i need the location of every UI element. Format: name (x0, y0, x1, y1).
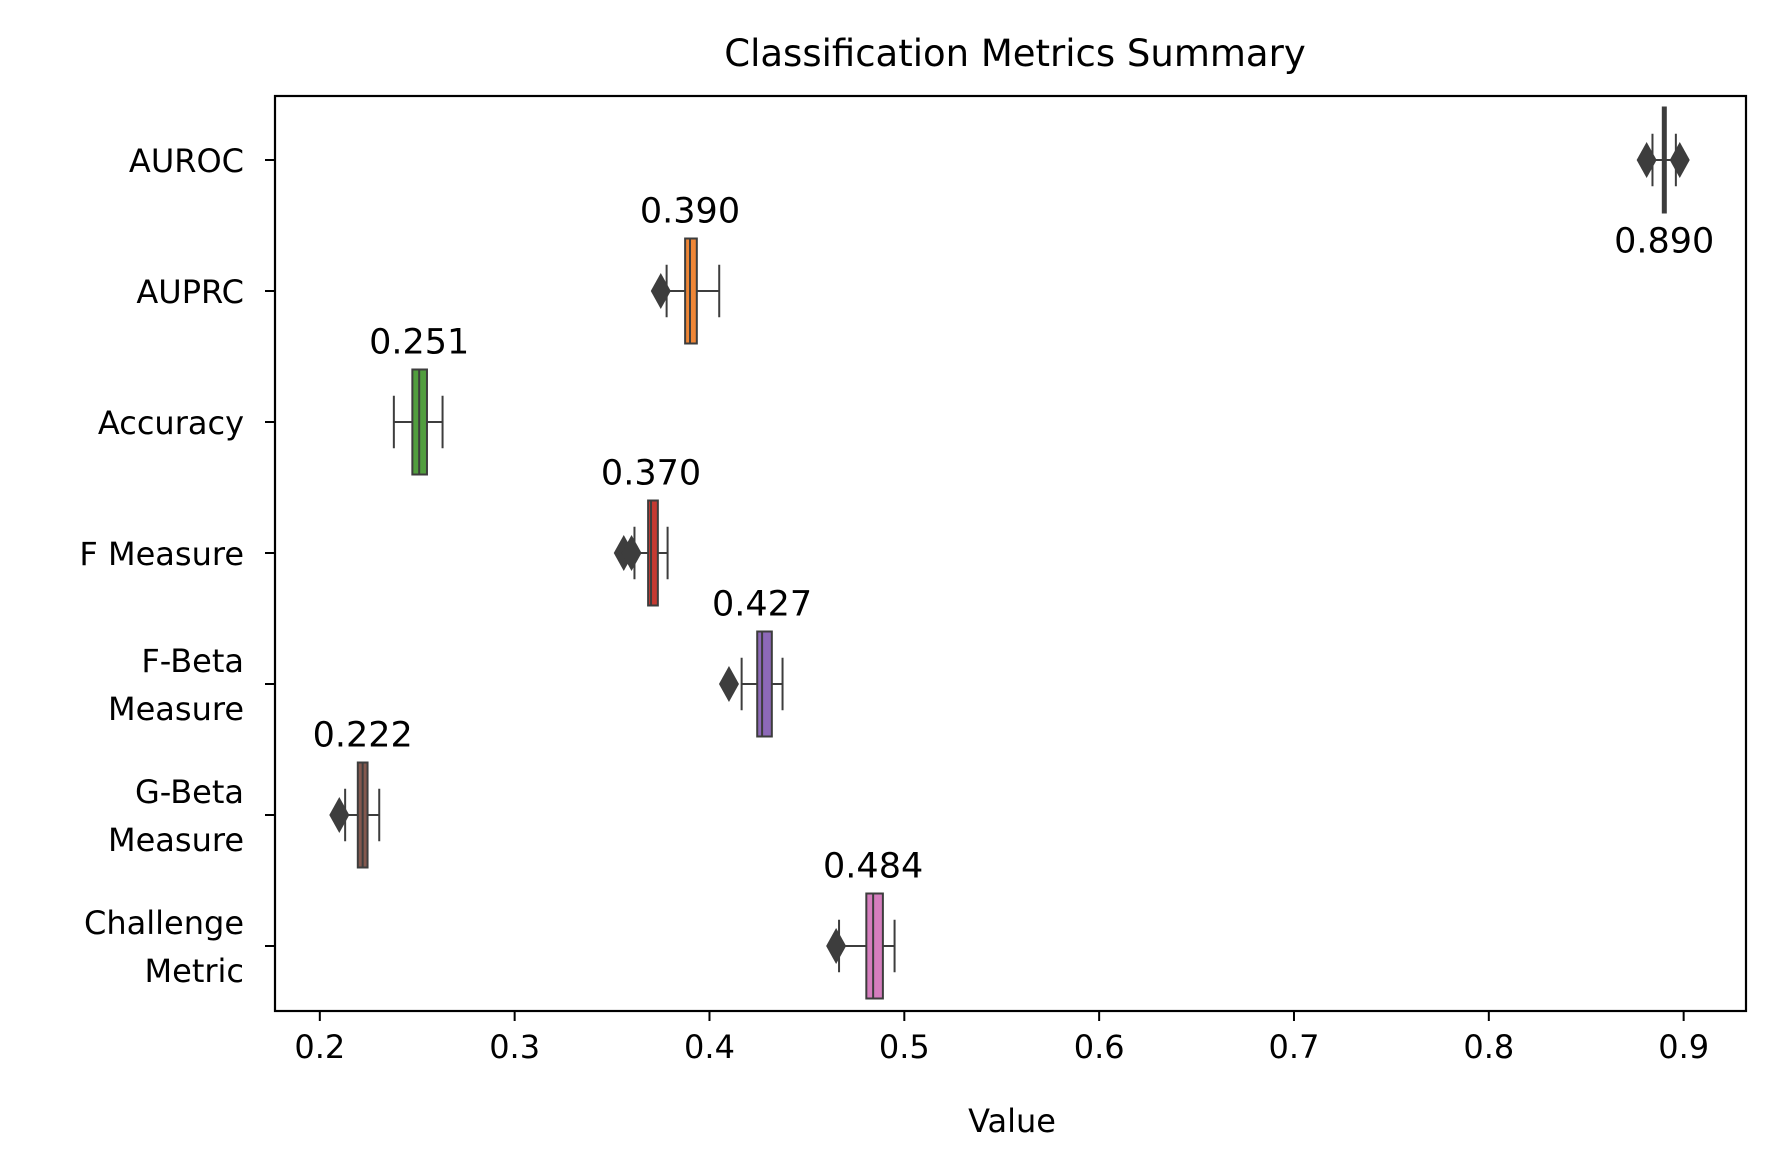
x-tick-label: 0.7 (1269, 1028, 1320, 1066)
outlier-marker (650, 273, 671, 309)
plot-layer: 0.2 0.3 0.4 0.5 0.6 0.7 0.8 0.9 AUROC AUPRC Accura… (79, 106, 1714, 1066)
y-tick-label: Metric (145, 952, 244, 990)
x-tick-label: 0.5 (879, 1028, 930, 1066)
y-tick-label: AUROC (129, 142, 244, 180)
median-annotation: 0.427 (712, 585, 812, 625)
box-body (756, 630, 773, 738)
median-annotation: 0.890 (1614, 222, 1714, 262)
outlier-marker (621, 535, 642, 571)
y-tick-label: Challenge (84, 904, 244, 942)
median-annotation: 0.222 (313, 716, 413, 756)
plot-area-frame (273, 94, 1748, 1013)
box-body (865, 892, 884, 1000)
y-tick-label: F-Beta (141, 642, 244, 680)
outlier-marker (718, 666, 739, 702)
x-tick-label: 0.6 (1074, 1028, 1125, 1066)
x-tick-label: 0.3 (489, 1028, 540, 1066)
x-tick-label: 0.2 (294, 1028, 345, 1066)
y-tick-label: AUPRC (136, 273, 244, 311)
y-tick-label: Accuracy (98, 404, 244, 442)
outlier-marker (826, 928, 847, 964)
x-tick-label: 0.8 (1463, 1028, 1514, 1066)
median-annotation: 0.484 (823, 847, 923, 887)
outlier-marker (1636, 142, 1657, 178)
x-tick-label: 0.4 (684, 1028, 735, 1066)
box-body (647, 499, 659, 607)
x-axis-label: Value (968, 1102, 1056, 1140)
median-annotation: 0.390 (640, 192, 740, 232)
outlier-marker (329, 797, 350, 833)
y-tick-label: F Measure (79, 535, 244, 573)
y-tick-label: G-Beta (135, 773, 244, 811)
y-tick-label: Measure (108, 821, 244, 859)
x-tick-label: 0.9 (1658, 1028, 1709, 1066)
outlier-marker (1669, 142, 1690, 178)
median-annotation: 0.370 (601, 454, 701, 494)
y-tick-label: Measure (108, 690, 244, 728)
median-annotation: 0.251 (369, 323, 469, 363)
chart-title: Classification Metrics Summary (724, 32, 1305, 75)
